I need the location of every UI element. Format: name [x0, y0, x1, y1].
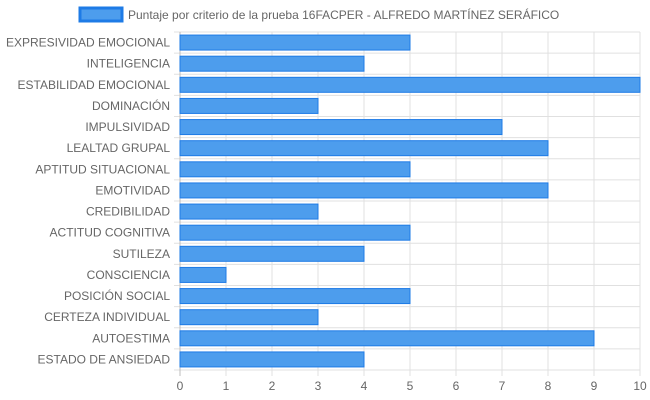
- x-tick-label: 4: [361, 379, 368, 393]
- bar[interactable]: [179, 266, 227, 283]
- x-tick-label: 1: [223, 379, 230, 393]
- category-label: INTELIGENCIA: [87, 57, 170, 71]
- bar[interactable]: [179, 76, 641, 93]
- category-label: AUTOESTIMA: [92, 331, 170, 345]
- bar[interactable]: [179, 161, 411, 178]
- bar[interactable]: [179, 288, 411, 305]
- legend[interactable]: Puntaje por criterio de la prueba 16FACP…: [78, 6, 559, 23]
- category-label: SUTILEZA: [113, 247, 170, 261]
- legend-swatch: [78, 6, 124, 23]
- bars: [179, 34, 641, 368]
- x-tick-label: 8: [545, 379, 552, 393]
- bar[interactable]: [179, 97, 319, 114]
- category-label: APTITUD SITUACIONAL: [35, 162, 170, 176]
- category-labels: EXPRESIVIDAD EMOCIONAL INTELIGENCIA ESTABI…: [6, 36, 170, 367]
- category-label: ACTITUD COGNITIVA: [50, 226, 170, 240]
- bar[interactable]: [179, 55, 365, 72]
- x-tick-label: 0: [177, 379, 184, 393]
- category-label: ESTABILIDAD EMOCIONAL: [18, 78, 171, 92]
- bar[interactable]: [179, 351, 365, 368]
- bar[interactable]: [179, 224, 411, 241]
- category-label: DOMINACIÓN: [92, 98, 170, 113]
- x-tick-label: 2: [269, 379, 276, 393]
- x-tick-label: 5: [407, 379, 414, 393]
- category-label: CONSCIENCIA: [87, 268, 170, 282]
- x-tick-label: 3: [315, 379, 322, 393]
- x-tick-labels: 0 1 2 3 4 5 6 7 8 9 10: [177, 379, 647, 393]
- category-label: EXPRESIVIDAD EMOCIONAL: [6, 36, 170, 50]
- category-label: POSICIÓN SOCIAL: [64, 288, 170, 303]
- bar[interactable]: [179, 245, 365, 262]
- x-tick-label: 7: [499, 379, 506, 393]
- category-label: IMPULSIVIDAD: [85, 120, 170, 134]
- category-label: ESTADO DE ANSIEDAD: [38, 352, 171, 366]
- bar[interactable]: [179, 34, 411, 51]
- bar[interactable]: [179, 203, 319, 220]
- bar[interactable]: [179, 309, 319, 326]
- category-label: CREDIBILIDAD: [86, 205, 170, 219]
- category-label: EMOTIVIDAD: [95, 183, 170, 197]
- bar[interactable]: [179, 182, 549, 199]
- category-label: LEALTAD GRUPAL: [67, 141, 171, 155]
- legend-label: Puntaje por criterio de la prueba 16FACP…: [128, 7, 559, 22]
- bar[interactable]: [179, 330, 595, 347]
- category-label: CERTEZA INDIVIDUAL: [44, 310, 170, 324]
- bar[interactable]: [179, 119, 503, 136]
- x-tick-label: 9: [591, 379, 598, 393]
- x-tick-label: 6: [453, 379, 460, 393]
- x-tick-label: 10: [633, 379, 647, 393]
- bar[interactable]: [179, 140, 549, 157]
